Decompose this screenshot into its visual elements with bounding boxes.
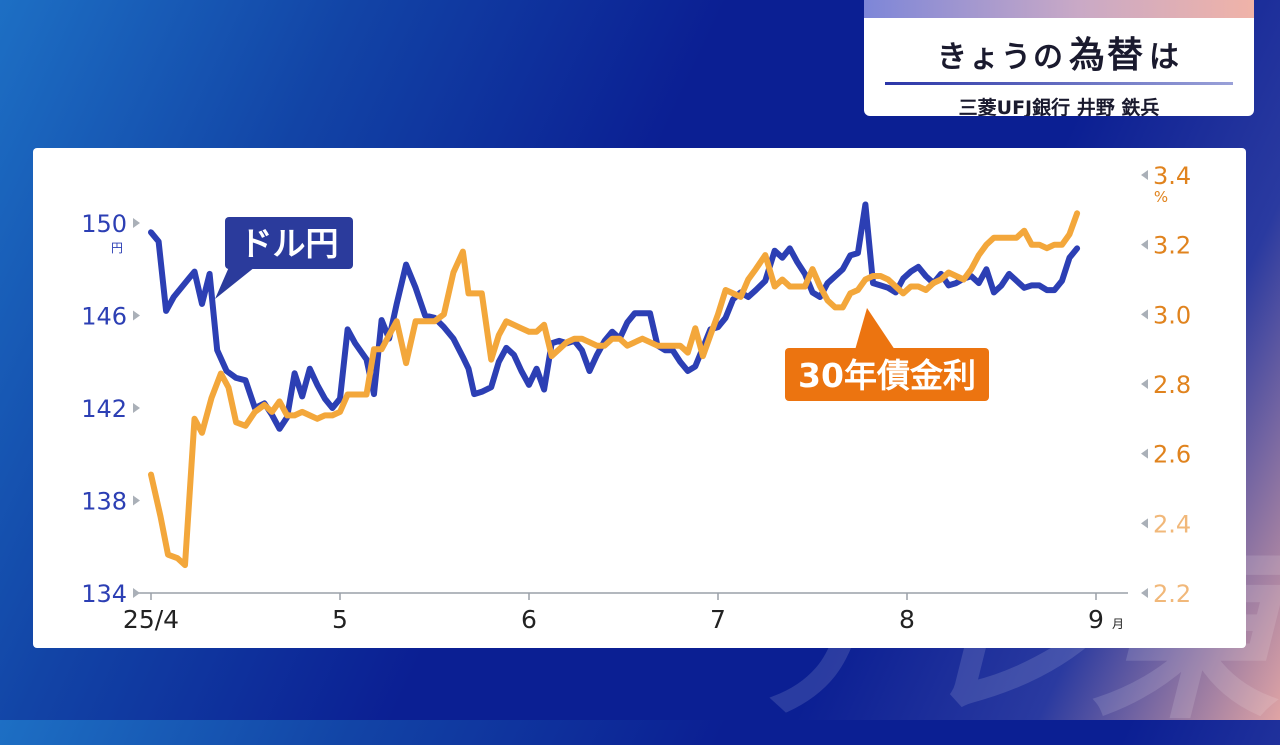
right-tick-arrow (1141, 588, 1148, 598)
right-tick-arrow (1141, 170, 1148, 180)
right-axis-unit: % (1154, 188, 1168, 206)
right-tick-arrow (1141, 239, 1148, 250)
left-tick-arrow (133, 310, 140, 321)
left-tick-label: 142 (81, 395, 127, 423)
bond-callout-pointer (855, 308, 895, 350)
x-tick-label: 6 (521, 605, 537, 634)
left-tick-arrow (133, 495, 140, 506)
bond-callout-box (785, 348, 989, 401)
bond-callout-label: 30年債金利 (798, 356, 976, 395)
annotations-layer: ドル円 30年債金利 (215, 217, 989, 401)
x-axis-unit: 月 (1112, 617, 1124, 631)
usd-callout-label: ドル円 (240, 224, 339, 263)
bond-yield-line (148, 210, 1081, 569)
x-tick-label: 8 (899, 605, 915, 634)
left-tick-label: 146 (81, 303, 127, 331)
right-tick-label: 2.4 (1153, 510, 1191, 538)
title-accent-bar (864, 0, 1254, 18)
right-tick-arrow (1141, 309, 1148, 320)
usd-jpy-line (148, 201, 1081, 432)
page-title: きょうの 為替は (864, 26, 1254, 78)
x-tick-label: 25/4 (123, 605, 179, 634)
right-tick-label: 3.2 (1153, 232, 1191, 260)
x-tick-label: 5 (332, 605, 348, 634)
usd-callout-pointer (215, 267, 255, 299)
left-tick-label: 138 (81, 488, 127, 516)
title-emphasis: 為替 (1068, 35, 1145, 76)
right-tick-label: 3.0 (1153, 301, 1191, 329)
left-tick-arrow (133, 403, 140, 413)
line-chart: 25/4 5 6 7 8 9 月 150 146 142 138 134 円 3.4 3.2 3.0 2.8 2.… (81, 162, 1191, 634)
title-card: きょうの 為替は 三菱UFJ銀行 井野 鉄兵 (864, 0, 1254, 116)
axes-layer: 25/4 5 6 7 8 9 月 150 146 142 138 134 円 3.4 3.2 3.0 2.8 2.… (81, 162, 1191, 634)
left-axis-unit: 円 (111, 241, 123, 255)
title-suffix: は (1149, 40, 1181, 75)
left-tick-arrow (133, 588, 140, 598)
left-tick-arrow (133, 218, 140, 228)
title-prefix: きょうの (936, 40, 1065, 75)
left-tick-label: 134 (81, 580, 127, 608)
x-tick-label: 7 (710, 605, 726, 634)
right-tick-label: 3.4 (1153, 162, 1191, 190)
right-tick-arrow (1141, 518, 1148, 529)
right-tick-label: 2.2 (1153, 580, 1191, 608)
right-tick-arrow (1141, 448, 1148, 459)
x-tick-label: 9 (1088, 605, 1104, 634)
right-tick-label: 2.6 (1153, 441, 1191, 469)
usd-callout-box (225, 217, 353, 269)
chart-panel: 25/4 5 6 7 8 9 月 150 146 142 138 134 円 3.4 3.2 3.0 2.8 2.… (33, 148, 1246, 648)
left-tick-label: 150 (81, 210, 127, 238)
title-subtitle: 三菱UFJ銀行 井野 鉄兵 (958, 97, 1160, 116)
right-tick-label: 2.8 (1153, 371, 1191, 399)
title-divider (885, 82, 1233, 85)
lines-layer (148, 201, 1081, 569)
right-tick-arrow (1141, 379, 1148, 389)
